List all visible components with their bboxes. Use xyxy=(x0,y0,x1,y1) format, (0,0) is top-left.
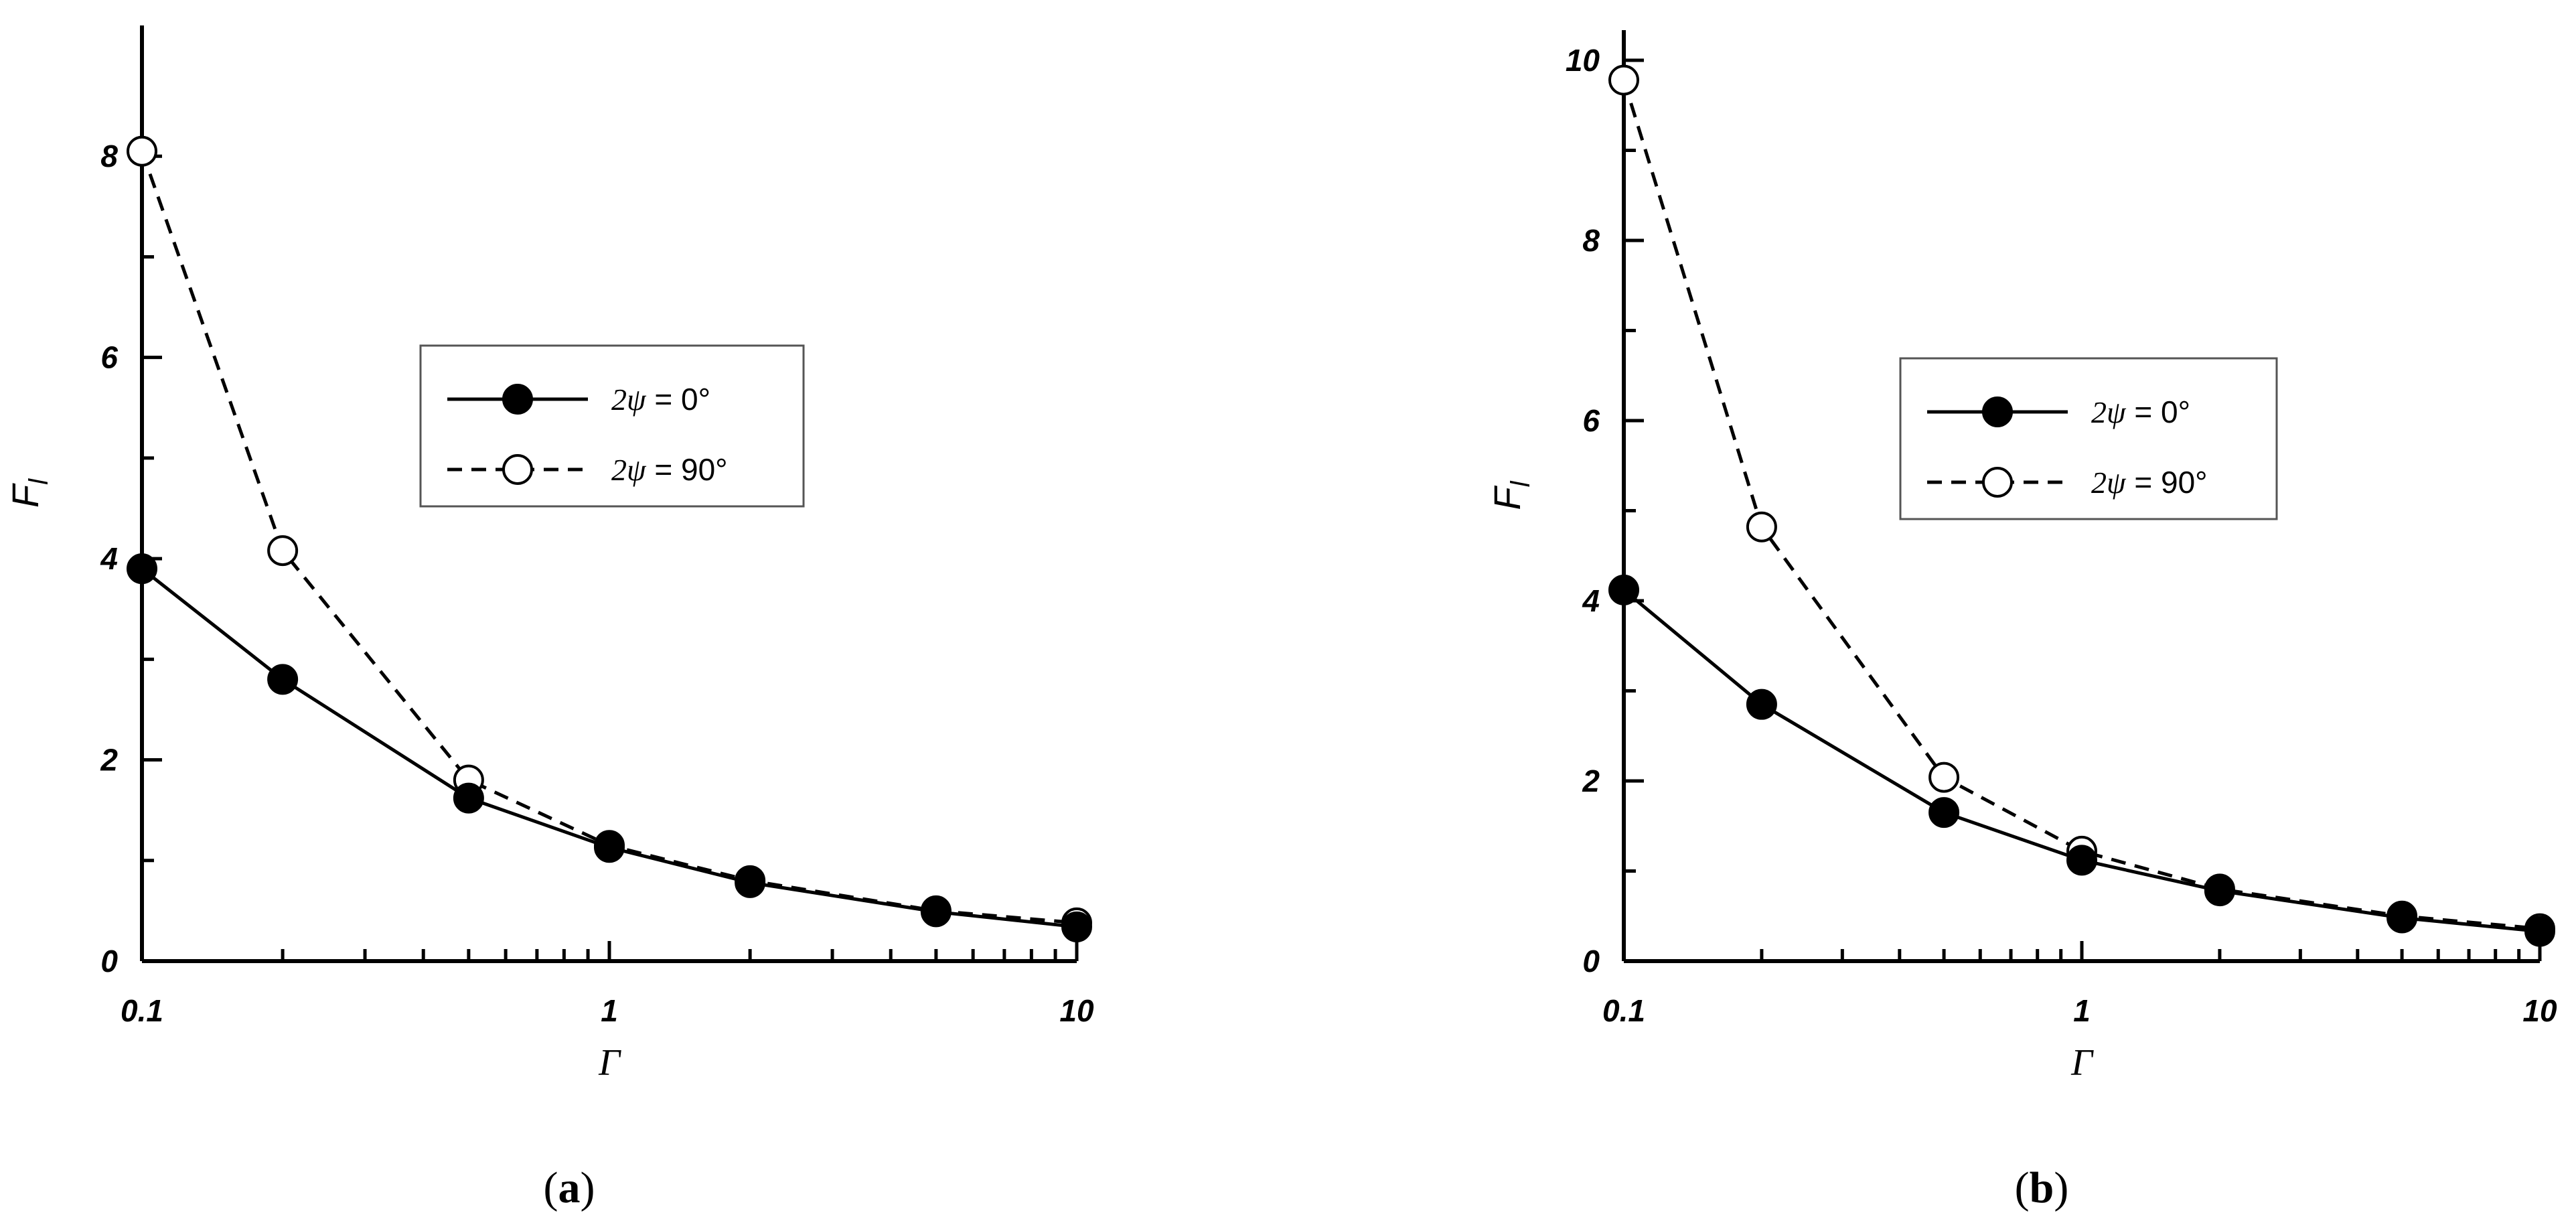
open-circle-marker xyxy=(267,535,299,567)
filled-circle-marker xyxy=(453,782,484,814)
y-tick-label: 4 xyxy=(1582,583,1600,618)
legend-filled-marker xyxy=(502,384,533,415)
legend-open-marker xyxy=(1982,467,2013,498)
open-circle-marker xyxy=(1746,511,1777,543)
x-axis-title: Γ xyxy=(598,1042,621,1084)
x-tick-label: 1 xyxy=(601,993,618,1028)
x-tick-label: 1 xyxy=(2073,993,2091,1028)
legend-box xyxy=(419,344,805,508)
open-circle-marker xyxy=(1608,64,1639,96)
y-tick-label: 2 xyxy=(1582,764,1600,798)
y-axis-title-subscript: l xyxy=(1506,480,1535,487)
y-tick-label: 6 xyxy=(100,340,118,375)
filled-circle-marker xyxy=(2204,875,2235,907)
y-axis-title: Fl xyxy=(4,478,54,508)
panel-letter: a xyxy=(558,1163,581,1212)
filled-circle-marker xyxy=(1608,574,1639,605)
x-tick-label: 10 xyxy=(2522,993,2557,1028)
legend-value: = 0° xyxy=(646,382,710,417)
y-tick-label: 0 xyxy=(100,944,118,979)
x-axis-title: Γ xyxy=(2070,1042,2094,1084)
legend-psi-symbol: 2ψ xyxy=(611,453,647,487)
y-tick-label: 2 xyxy=(100,743,118,778)
filled-circle-marker xyxy=(267,664,299,695)
x-tick-label: 10 xyxy=(1059,993,1094,1028)
legend-psi-symbol: 2ψ xyxy=(2091,395,2127,429)
panel-label: (a) xyxy=(544,1163,595,1212)
filled-circle-marker xyxy=(2066,845,2097,876)
legend-label: 2ψ = 90° xyxy=(2091,465,2208,500)
y-tick-label: 10 xyxy=(1566,43,1600,78)
legend-psi-symbol: 2ψ xyxy=(611,382,647,417)
legend-label: 2ψ = 0° xyxy=(611,382,710,417)
y-tick-label: 8 xyxy=(1582,223,1600,258)
legend-value: = 0° xyxy=(2126,394,2190,429)
open-circle-marker xyxy=(127,135,157,167)
series-line-solid xyxy=(141,567,1077,929)
filled-circle-marker xyxy=(1746,689,1777,720)
legend-psi-symbol: 2ψ xyxy=(2091,465,2127,500)
x-tick-label: 0.1 xyxy=(1602,993,1645,1028)
legend-value: = 90° xyxy=(2126,465,2208,500)
y-tick-label: 8 xyxy=(100,139,118,173)
panel-letter: b xyxy=(2030,1163,2054,1212)
filled-circle-marker xyxy=(594,832,625,863)
series-line-solid xyxy=(1622,588,2541,934)
legend-label: 2ψ = 90° xyxy=(611,452,728,487)
filled-circle-marker xyxy=(127,553,157,585)
panel-label: (b) xyxy=(2015,1163,2069,1212)
filled-circle-marker xyxy=(2524,916,2555,947)
y-tick-label: 4 xyxy=(100,541,118,576)
y-axis-title: Fl xyxy=(1486,480,1535,510)
y-axis-title-subscript: l xyxy=(24,478,54,485)
legend-filled-marker xyxy=(1982,396,2013,427)
legend-box xyxy=(1899,357,2278,520)
legend-open-marker xyxy=(502,454,533,485)
filled-circle-marker xyxy=(2386,902,2418,934)
y-tick-label: 0 xyxy=(1582,944,1600,979)
legend-label: 2ψ = 0° xyxy=(2091,394,2190,429)
filled-circle-marker xyxy=(735,867,766,898)
filled-circle-marker xyxy=(920,896,952,928)
legend-value: = 90° xyxy=(646,452,728,487)
open-circle-marker xyxy=(1928,762,1960,793)
filled-circle-marker xyxy=(1928,797,1960,828)
x-tick-label: 0.1 xyxy=(121,993,163,1028)
y-tick-label: 6 xyxy=(1582,403,1600,438)
filled-circle-marker xyxy=(1061,911,1092,942)
